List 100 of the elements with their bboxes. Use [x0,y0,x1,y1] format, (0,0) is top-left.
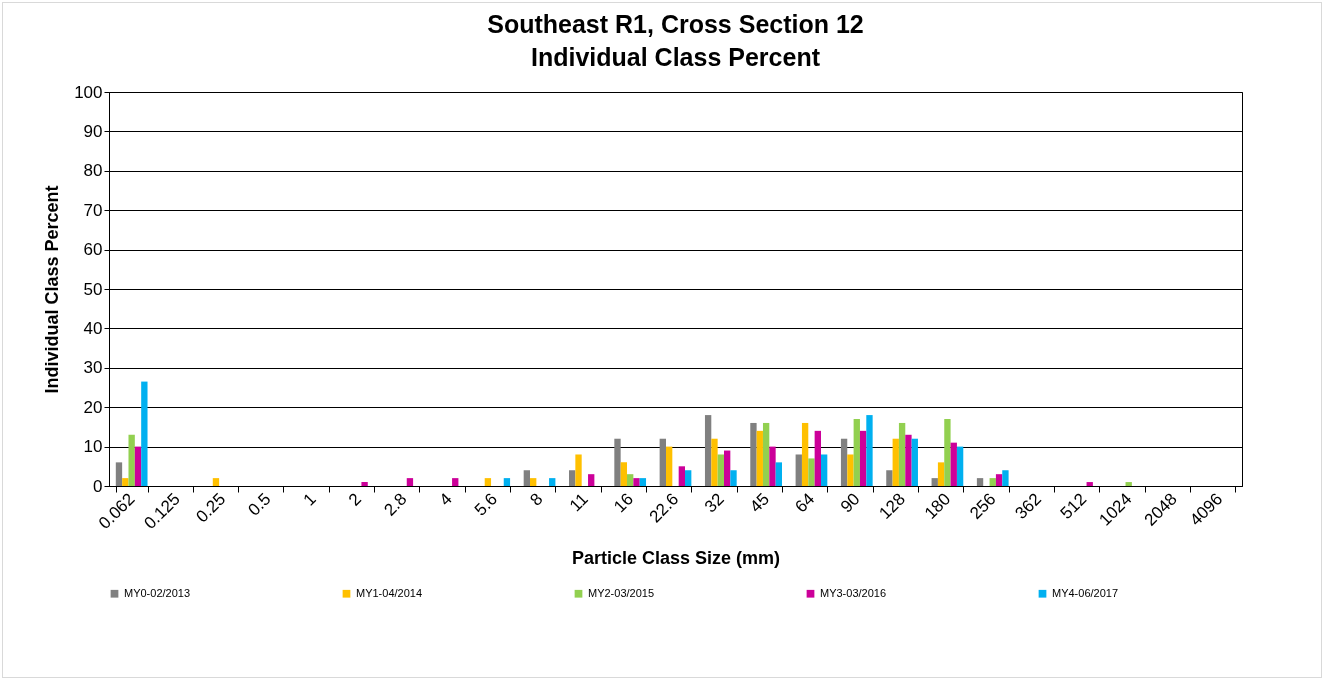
bar [1086,482,1093,486]
y-tick-label: 50 [83,279,103,299]
y-tick-label: 60 [83,240,103,260]
x-tick-label: 45 [746,489,773,517]
bar [588,474,595,486]
bar [620,462,628,486]
bar [711,438,718,486]
bar [853,419,860,486]
bar [859,430,867,486]
bar [950,442,957,486]
bar [1002,470,1009,486]
bar [530,478,537,486]
bar [212,478,220,486]
x-tick-label: 8 [526,489,547,510]
y-axis-title: Individual Class Percent [42,185,63,394]
bar [989,478,996,486]
bar [452,478,459,486]
legend-label: MY0-02/2013 [124,586,191,599]
bar [614,438,621,486]
bar [769,446,776,486]
bar [484,478,492,486]
bar [730,470,737,486]
bar [944,419,951,486]
x-tick-label: 16 [610,489,638,517]
y-tick-label: 100 [74,82,103,102]
bar [820,454,828,486]
bar [976,478,984,486]
bar [1125,482,1132,486]
bar [898,422,906,486]
y-tick-label: 40 [83,318,103,338]
bar [937,462,945,486]
x-tick-label: 0.5 [244,489,275,520]
bar [665,446,673,486]
bar [801,422,809,486]
bar [931,478,938,486]
y-tick-label: 0 [93,476,103,496]
bar [911,438,918,486]
y-tick-label: 10 [83,437,103,457]
bar [886,470,893,486]
x-tick-label: 11 [565,489,592,516]
y-tick-label: 20 [83,397,103,417]
legend-label: MY2-03/2015 [588,586,655,599]
chart-title: Southeast R1, Cross Section 12 [487,10,864,38]
bar [659,438,666,486]
y-tick-label: 80 [83,161,103,181]
bar [775,462,782,486]
x-tick-label: 64 [791,489,819,517]
x-tick-label: 512 [1056,489,1091,523]
bar [549,478,556,486]
bar [840,438,848,486]
legend-label: MY4-06/2017 [1052,586,1119,599]
bar [503,478,511,486]
x-tick-label: 362 [1011,489,1045,523]
x-tick-label: 32 [700,489,728,517]
bar [717,454,724,486]
legend-label: MY1-04/2014 [356,586,423,599]
y-tick-label: 90 [83,121,103,141]
bar [678,466,686,486]
bar [633,478,640,486]
x-tick-label: 90 [836,489,864,517]
bar [575,454,582,486]
x-tick-label: 5.6 [470,489,502,520]
y-tick-label: 70 [83,200,103,220]
bar [685,470,692,486]
legend-label: MY3-03/2016 [820,586,887,599]
bar [361,482,368,486]
bar [141,381,148,486]
bar [995,474,1003,486]
bar [134,446,142,486]
bar [847,454,854,486]
x-axis-title: Particle Class Size (mm) [571,548,781,569]
x-tick-label: 1 [299,489,320,510]
bar [956,446,964,486]
bar [795,454,802,486]
x-tick-label: 2.8 [380,489,411,520]
bar [704,415,712,486]
bar [756,430,763,486]
chart-subtitle: Individual Class Percent [531,43,821,71]
x-tick-label: 128 [875,489,909,523]
x-tick-label: 256 [966,489,1000,523]
bar [639,478,647,486]
bar [723,450,731,486]
bar [128,434,135,486]
bar [814,430,821,486]
bar [569,470,576,486]
bar [905,434,912,486]
x-tick-label: 2 [344,489,366,510]
bar [122,478,129,486]
bar [115,462,123,486]
x-tick-label: 4 [435,489,456,510]
y-tick-label: 30 [83,358,103,378]
bar [523,470,531,486]
bar [762,422,770,486]
bar [750,422,757,486]
bar [406,478,414,486]
x-tick-label: 180 [920,489,955,523]
bar [866,415,873,486]
bar [808,458,815,486]
bar [892,438,899,486]
bar [627,474,634,486]
